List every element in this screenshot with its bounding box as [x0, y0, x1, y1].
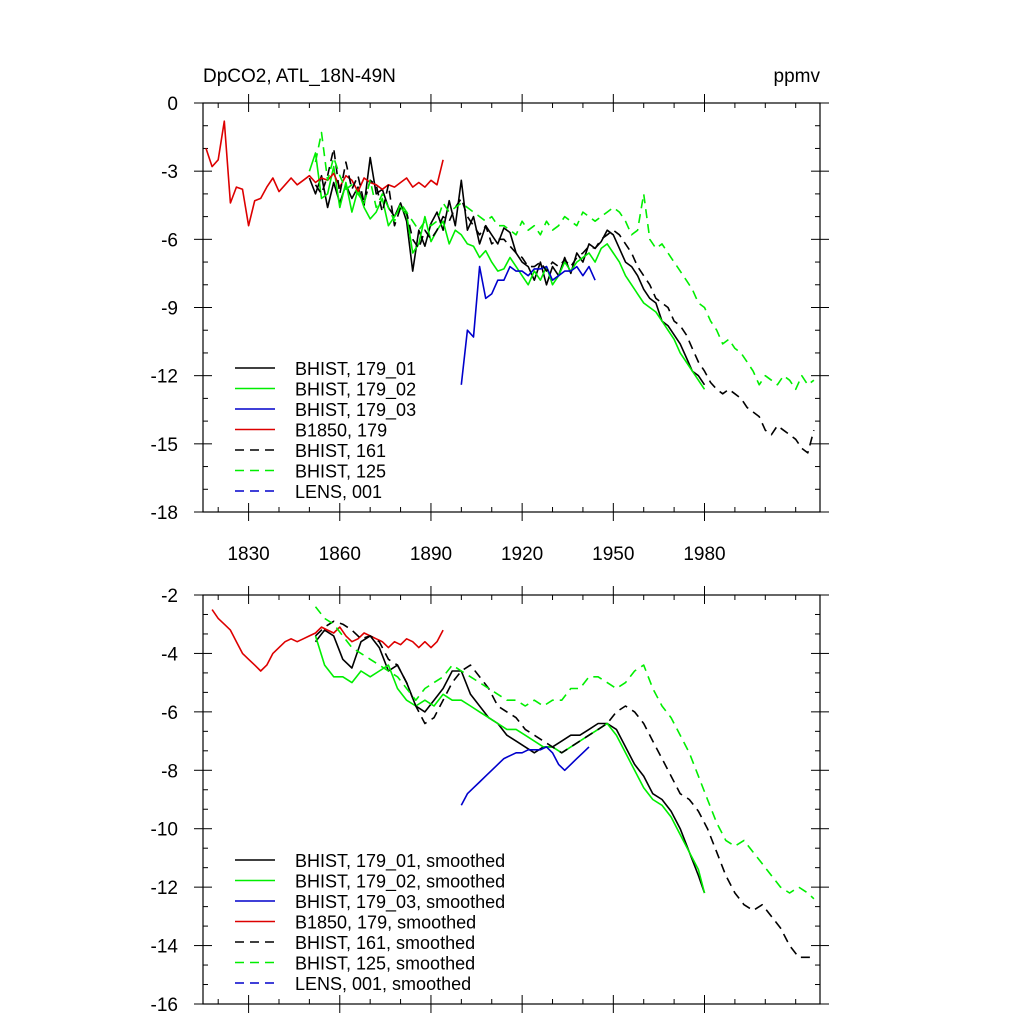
legend-label: BHIST, 125, smoothed: [295, 954, 475, 974]
y-tick-label: 0: [167, 94, 178, 115]
top-panel: 1830 1860 1890 1920 1950 1980 0 -3 -6 -9 -12 -15 -18…: [151, 94, 829, 565]
y-tick-label: -10: [151, 820, 178, 841]
legend-label: BHIST, 125: [295, 462, 386, 482]
legend-label: BHIST, 179_01, smoothed: [295, 851, 505, 872]
bottom-series-line-0: [314, 629, 706, 894]
top-series-line-3: [205, 120, 444, 227]
x-tick-label: 1830: [227, 544, 269, 565]
x-tick-label: 1980: [683, 544, 725, 565]
y-tick-label: -8: [161, 761, 178, 782]
legend-label: LENS, 001: [295, 482, 382, 502]
legend-label: BHIST, 161: [295, 441, 386, 461]
top-series-line-1: [308, 152, 706, 390]
legend-label: BHIST, 179_03, smoothed: [295, 892, 505, 913]
y-tick-label: -12: [151, 878, 178, 899]
top-series-line-0: [308, 156, 706, 386]
y-tick-label: -2: [161, 586, 178, 607]
y-tick-label: -18: [151, 503, 178, 524]
bottom-series-line-1: [314, 635, 706, 894]
legend-label: B1850, 179, smoothed: [295, 913, 476, 933]
y-tick-label: -9: [161, 299, 178, 320]
top-series-line-4: [314, 147, 815, 454]
x-tick-label: 1890: [410, 544, 452, 565]
legend-label: BHIST, 179_01: [295, 359, 416, 380]
legend-label: BHIST, 179_03: [295, 400, 416, 421]
y-tick-label: -6: [161, 230, 178, 251]
y-tick-label: -14: [151, 937, 179, 958]
y-tick-label: -4: [161, 644, 178, 665]
legend-label: BHIST, 179_02: [295, 380, 416, 401]
bottom-series-line-5: [314, 606, 815, 900]
legend-label: BHIST, 161, smoothed: [295, 933, 475, 953]
bottom-plot-frame: [202, 594, 821, 1005]
legend-label: B1850, 179: [295, 421, 387, 441]
top-series-line-5: [314, 131, 815, 391]
chart-title-right: ppmv: [774, 66, 821, 87]
y-tick-label: -16: [151, 995, 178, 1016]
x-tick-label: 1920: [501, 544, 543, 565]
chart-title-left: DpCO2, ATL_18N-49N: [203, 66, 396, 87]
x-tick-label: 1950: [592, 544, 634, 565]
legend-label: LENS, 001, smoothed: [295, 974, 471, 994]
bottom-panel: -2 -4 -6 -8 -10 -12 -14 -16 BHIST, 179_01, smoot…: [151, 586, 829, 1016]
bottom-series-line-4: [314, 620, 814, 959]
y-tick-label: -3: [161, 162, 178, 183]
y-tick-label: -12: [151, 367, 178, 388]
top-series-line-2: [460, 265, 596, 385]
y-tick-label: -6: [161, 703, 178, 724]
y-tick-label: -15: [151, 435, 178, 456]
bottom-series-line-2: [460, 746, 590, 806]
legend-label: BHIST, 179_02, smoothed: [295, 872, 505, 893]
bottom-series-line-3: [211, 609, 444, 672]
x-tick-label: 1860: [319, 544, 361, 565]
